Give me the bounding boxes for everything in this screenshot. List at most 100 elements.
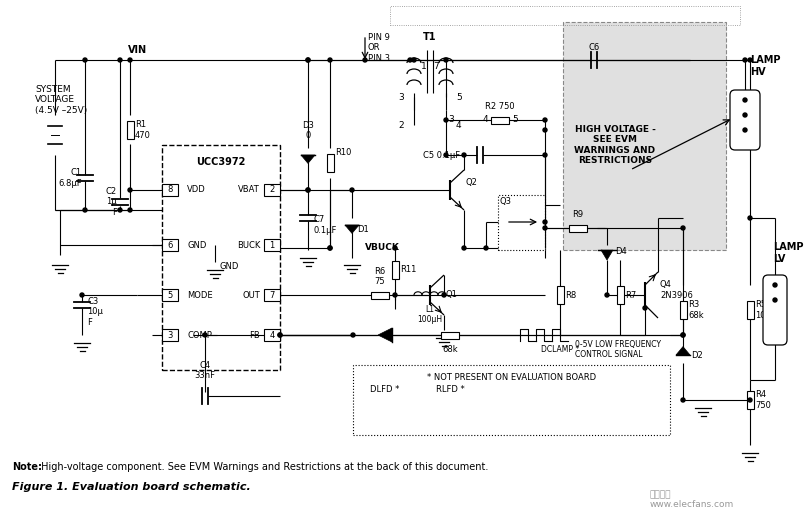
Polygon shape	[676, 346, 690, 355]
Text: Q3: Q3	[500, 197, 512, 206]
Bar	[326, 154, 334, 172]
Text: R4
750: R4 750	[755, 390, 771, 410]
Text: Figure 1. Evaluation board schematic.: Figure 1. Evaluation board schematic.	[12, 482, 250, 492]
Text: 8: 8	[167, 185, 173, 194]
Text: R8: R8	[565, 290, 576, 300]
Circle shape	[484, 246, 488, 250]
Text: C4
33nF: C4 33nF	[195, 361, 216, 380]
Text: 5: 5	[456, 93, 461, 102]
Circle shape	[351, 333, 355, 337]
Text: R1
470: R1 470	[135, 121, 151, 140]
Circle shape	[681, 333, 685, 337]
Circle shape	[83, 208, 87, 212]
Text: D4: D4	[615, 247, 627, 257]
Text: 4: 4	[456, 121, 461, 129]
Bar	[569, 224, 587, 232]
Polygon shape	[378, 328, 392, 342]
Text: LAMP
LV: LAMP LV	[773, 242, 803, 264]
Text: 7: 7	[433, 62, 439, 71]
Circle shape	[681, 398, 685, 402]
Circle shape	[444, 153, 448, 157]
Circle shape	[328, 246, 332, 250]
FancyBboxPatch shape	[563, 22, 726, 250]
Bar	[747, 391, 754, 409]
Text: 6: 6	[167, 241, 173, 249]
Text: RLFD *: RLFD *	[436, 385, 465, 394]
Circle shape	[408, 58, 412, 62]
Circle shape	[278, 333, 282, 337]
Bar	[264, 239, 280, 251]
Text: DCLAMP *: DCLAMP *	[541, 345, 579, 354]
Text: 3: 3	[448, 115, 454, 125]
Circle shape	[681, 333, 685, 337]
Circle shape	[350, 188, 354, 192]
Circle shape	[773, 298, 777, 302]
Circle shape	[543, 220, 547, 224]
Circle shape	[118, 58, 122, 62]
Text: Note:: Note:	[12, 462, 42, 472]
Text: 1: 1	[269, 241, 275, 249]
Text: Q2: Q2	[466, 178, 478, 187]
Circle shape	[83, 58, 87, 62]
Circle shape	[773, 283, 777, 287]
Circle shape	[363, 58, 367, 62]
Circle shape	[462, 246, 466, 250]
Text: 68k: 68k	[442, 345, 458, 354]
Polygon shape	[345, 225, 359, 233]
Bar	[353, 365, 670, 435]
Circle shape	[444, 118, 448, 122]
Circle shape	[543, 128, 547, 132]
Circle shape	[543, 118, 547, 122]
Text: 2: 2	[398, 121, 404, 129]
Text: COMP: COMP	[187, 331, 212, 340]
Text: 0-5V LOW FREQUENCY
CONTROL SIGNAL: 0-5V LOW FREQUENCY CONTROL SIGNAL	[575, 340, 661, 359]
Bar	[162, 329, 178, 341]
Text: DLFD *: DLFD *	[370, 385, 400, 394]
Bar	[162, 239, 178, 251]
Bar	[162, 289, 178, 301]
Text: T1: T1	[423, 32, 437, 42]
Text: VDD: VDD	[187, 185, 206, 194]
Circle shape	[681, 226, 685, 230]
Bar	[162, 184, 178, 196]
Text: 3: 3	[167, 331, 173, 340]
Bar	[390, 6, 740, 25]
Circle shape	[128, 188, 132, 192]
Circle shape	[306, 58, 310, 62]
Bar	[264, 289, 280, 301]
Circle shape	[393, 293, 397, 297]
Bar	[441, 332, 459, 339]
Text: LAMP
HV: LAMP HV	[750, 55, 781, 77]
Text: UCC3972: UCC3972	[196, 157, 246, 167]
Text: 4: 4	[269, 331, 275, 340]
FancyBboxPatch shape	[763, 275, 787, 345]
Circle shape	[543, 153, 547, 157]
Circle shape	[412, 58, 416, 62]
Circle shape	[743, 113, 747, 117]
Text: Q4
2N3906: Q4 2N3906	[660, 280, 693, 300]
Text: VBUCK: VBUCK	[365, 244, 400, 253]
Text: GND: GND	[187, 241, 206, 249]
Circle shape	[743, 98, 747, 102]
Bar	[371, 291, 389, 299]
Bar	[747, 301, 754, 319]
Circle shape	[128, 208, 132, 212]
Circle shape	[442, 293, 446, 297]
Circle shape	[748, 58, 752, 62]
Circle shape	[118, 208, 122, 212]
Circle shape	[80, 293, 84, 297]
Polygon shape	[601, 250, 613, 260]
Text: R11: R11	[400, 266, 416, 275]
Circle shape	[128, 58, 132, 62]
Text: R3
68k: R3 68k	[688, 300, 704, 320]
Text: 3: 3	[398, 93, 404, 102]
Text: 4: 4	[482, 115, 488, 125]
Circle shape	[462, 153, 466, 157]
Text: GND: GND	[220, 262, 239, 271]
Circle shape	[306, 188, 310, 192]
Text: 电子技术
www.elecfans.com: 电子技术 www.elecfans.com	[650, 490, 734, 509]
Text: C3
10μ
F: C3 10μ F	[87, 297, 103, 327]
Circle shape	[643, 306, 647, 310]
Bar	[264, 184, 280, 196]
Bar	[617, 286, 624, 304]
